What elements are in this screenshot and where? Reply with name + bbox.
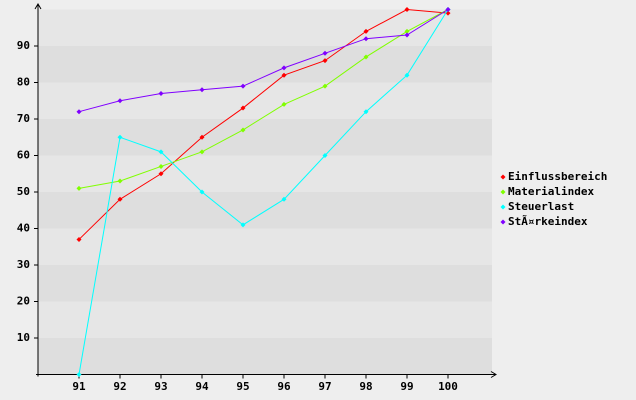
data-point: [322, 50, 328, 56]
data-point: [404, 72, 410, 78]
data-point: [76, 185, 82, 191]
x-tick-label: 94: [195, 380, 209, 393]
y-tick-label: 80: [17, 76, 30, 89]
y-tick-label: 50: [17, 185, 30, 198]
y-tick-label: 20: [17, 295, 30, 308]
series-line: [78, 9, 449, 189]
legend-marker: [500, 204, 506, 210]
data-point: [199, 149, 205, 155]
data-point: [363, 36, 369, 42]
data-point: [281, 196, 287, 202]
x-tick-label: 93: [154, 380, 167, 393]
grid-band: [38, 155, 492, 192]
data-point: [158, 171, 164, 177]
grid-band: [38, 82, 492, 119]
grid-band: [38, 228, 492, 265]
data-point: [117, 178, 123, 184]
data-point: [322, 153, 328, 158]
data-point: [404, 7, 410, 12]
grid-band: [38, 338, 492, 375]
data-point: [240, 222, 246, 228]
data-point: [117, 98, 123, 104]
x-tick-label: 99: [400, 380, 413, 393]
grid-band: [38, 9, 492, 46]
grid-band: [38, 301, 492, 338]
legend-marker: [500, 189, 506, 195]
data-point: [322, 58, 328, 64]
data-point: [76, 372, 82, 377]
data-point: [404, 28, 410, 34]
x-tick-label: 98: [359, 380, 372, 393]
x-tick-label: 92: [113, 380, 126, 393]
data-point: [158, 90, 164, 96]
data-point: [281, 101, 287, 107]
data-point: [363, 109, 369, 115]
data-point: [76, 109, 82, 115]
y-tick-label: 10: [17, 331, 30, 344]
data-point: [363, 28, 369, 34]
x-tick-label: 96: [277, 380, 291, 393]
legend-label: Einflussbereich: [508, 170, 607, 183]
legend-label: StÃ¤rkeindex: [508, 215, 588, 228]
data-point: [281, 65, 287, 71]
data-point: [240, 127, 246, 133]
data-point: [199, 87, 205, 93]
data-point: [445, 7, 451, 12]
data-point: [158, 149, 164, 155]
x-tick-label: 100: [438, 380, 458, 393]
grid-band: [38, 119, 492, 156]
data-point: [199, 189, 205, 195]
grid-band: [38, 192, 492, 229]
x-axis: [36, 371, 497, 378]
y-axis: [34, 3, 42, 377]
data-point: [117, 196, 123, 202]
x-tick-label: 97: [318, 380, 331, 393]
data-point: [322, 83, 328, 89]
y-tick-label: 40: [17, 222, 30, 235]
y-tick-label: 90: [17, 39, 30, 52]
data-point: [158, 163, 164, 169]
data-point: [404, 32, 410, 38]
legend-marker: [500, 174, 506, 180]
data-point: [281, 72, 287, 78]
grid-band: [38, 46, 492, 83]
data-point: [240, 105, 246, 111]
series-line: [78, 8, 449, 240]
legend-label: Steuerlast: [508, 200, 574, 213]
grid-band: [38, 265, 492, 302]
y-tick-label: 70: [17, 112, 30, 125]
x-tick-label: 95: [236, 380, 249, 393]
data-point: [117, 134, 123, 140]
data-point: [363, 54, 369, 60]
x-tick-label: 91: [72, 380, 86, 393]
legend-marker: [500, 219, 506, 225]
legend-label: Materialindex: [508, 185, 594, 198]
series-line: [78, 9, 449, 113]
data-point: [76, 236, 82, 242]
data-point: [199, 134, 205, 140]
data-point: [240, 83, 246, 89]
series-line: [78, 9, 449, 375]
y-tick-label: 60: [17, 149, 30, 162]
y-tick-label: 30: [17, 258, 30, 271]
